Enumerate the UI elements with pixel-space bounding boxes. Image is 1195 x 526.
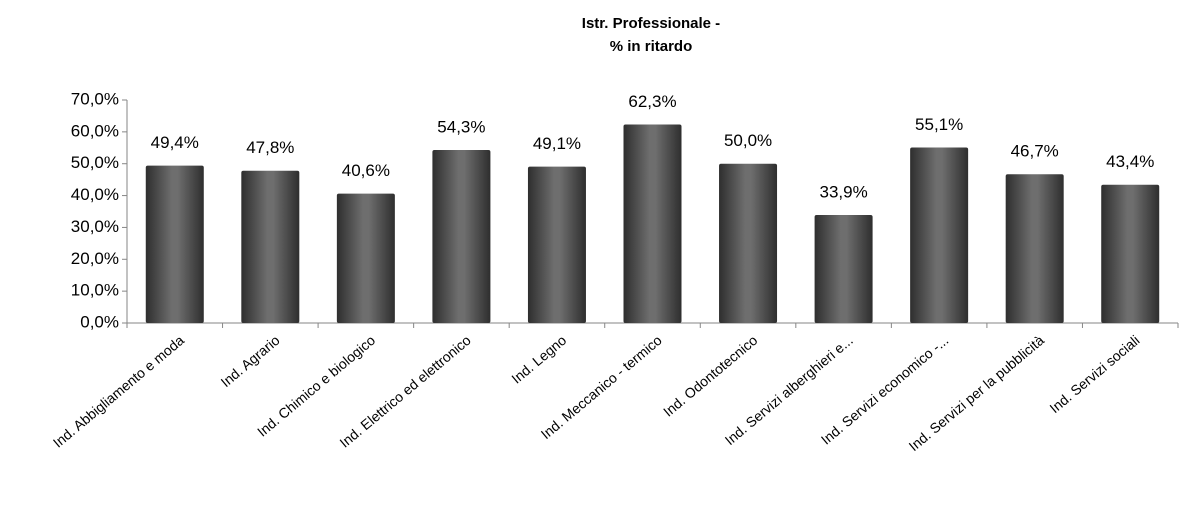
- y-tick-label: 30,0%: [71, 217, 119, 236]
- value-label: 46,7%: [1011, 142, 1059, 161]
- y-tick-label: 70,0%: [71, 89, 119, 108]
- bar: [145, 165, 204, 323]
- value-label: 40,6%: [342, 161, 390, 180]
- y-tick-label: 20,0%: [71, 249, 119, 268]
- x-tick-label: Ind. Agrario: [217, 332, 282, 390]
- value-label: 33,9%: [819, 182, 867, 201]
- value-label: 47,8%: [246, 138, 294, 157]
- y-tick-label: 0,0%: [80, 312, 119, 331]
- value-label: 43,4%: [1106, 152, 1154, 171]
- y-tick-label: 60,0%: [71, 121, 119, 140]
- value-label: 54,3%: [437, 118, 485, 137]
- y-tick-label: 10,0%: [71, 281, 119, 300]
- value-label: 50,0%: [724, 131, 772, 150]
- x-tick-label: Ind. Legno: [508, 332, 569, 387]
- bar: [719, 163, 778, 323]
- x-tick-label: Ind. Abbigliamento e moda: [50, 332, 187, 451]
- bar: [623, 124, 682, 323]
- x-tick-label: Ind. Servizi sociali: [1046, 332, 1142, 416]
- value-label: 62,3%: [628, 92, 676, 111]
- y-tick-label: 40,0%: [71, 185, 119, 204]
- bar: [1005, 174, 1064, 323]
- bar: [1101, 184, 1160, 323]
- value-label: 55,1%: [915, 115, 963, 134]
- bar: [814, 215, 873, 323]
- bar: [910, 147, 969, 323]
- bar: [336, 193, 395, 323]
- bar: [241, 170, 300, 323]
- chart-title: Istr. Professionale -: [582, 15, 720, 32]
- bar: [432, 150, 491, 323]
- value-label: 49,1%: [533, 134, 581, 153]
- y-tick-label: 50,0%: [71, 153, 119, 172]
- bar: [527, 166, 586, 323]
- chart-title: % in ritardo: [610, 38, 693, 55]
- x-tick-label: Ind. Odontotecnico: [660, 332, 760, 420]
- value-label: 49,4%: [151, 133, 199, 152]
